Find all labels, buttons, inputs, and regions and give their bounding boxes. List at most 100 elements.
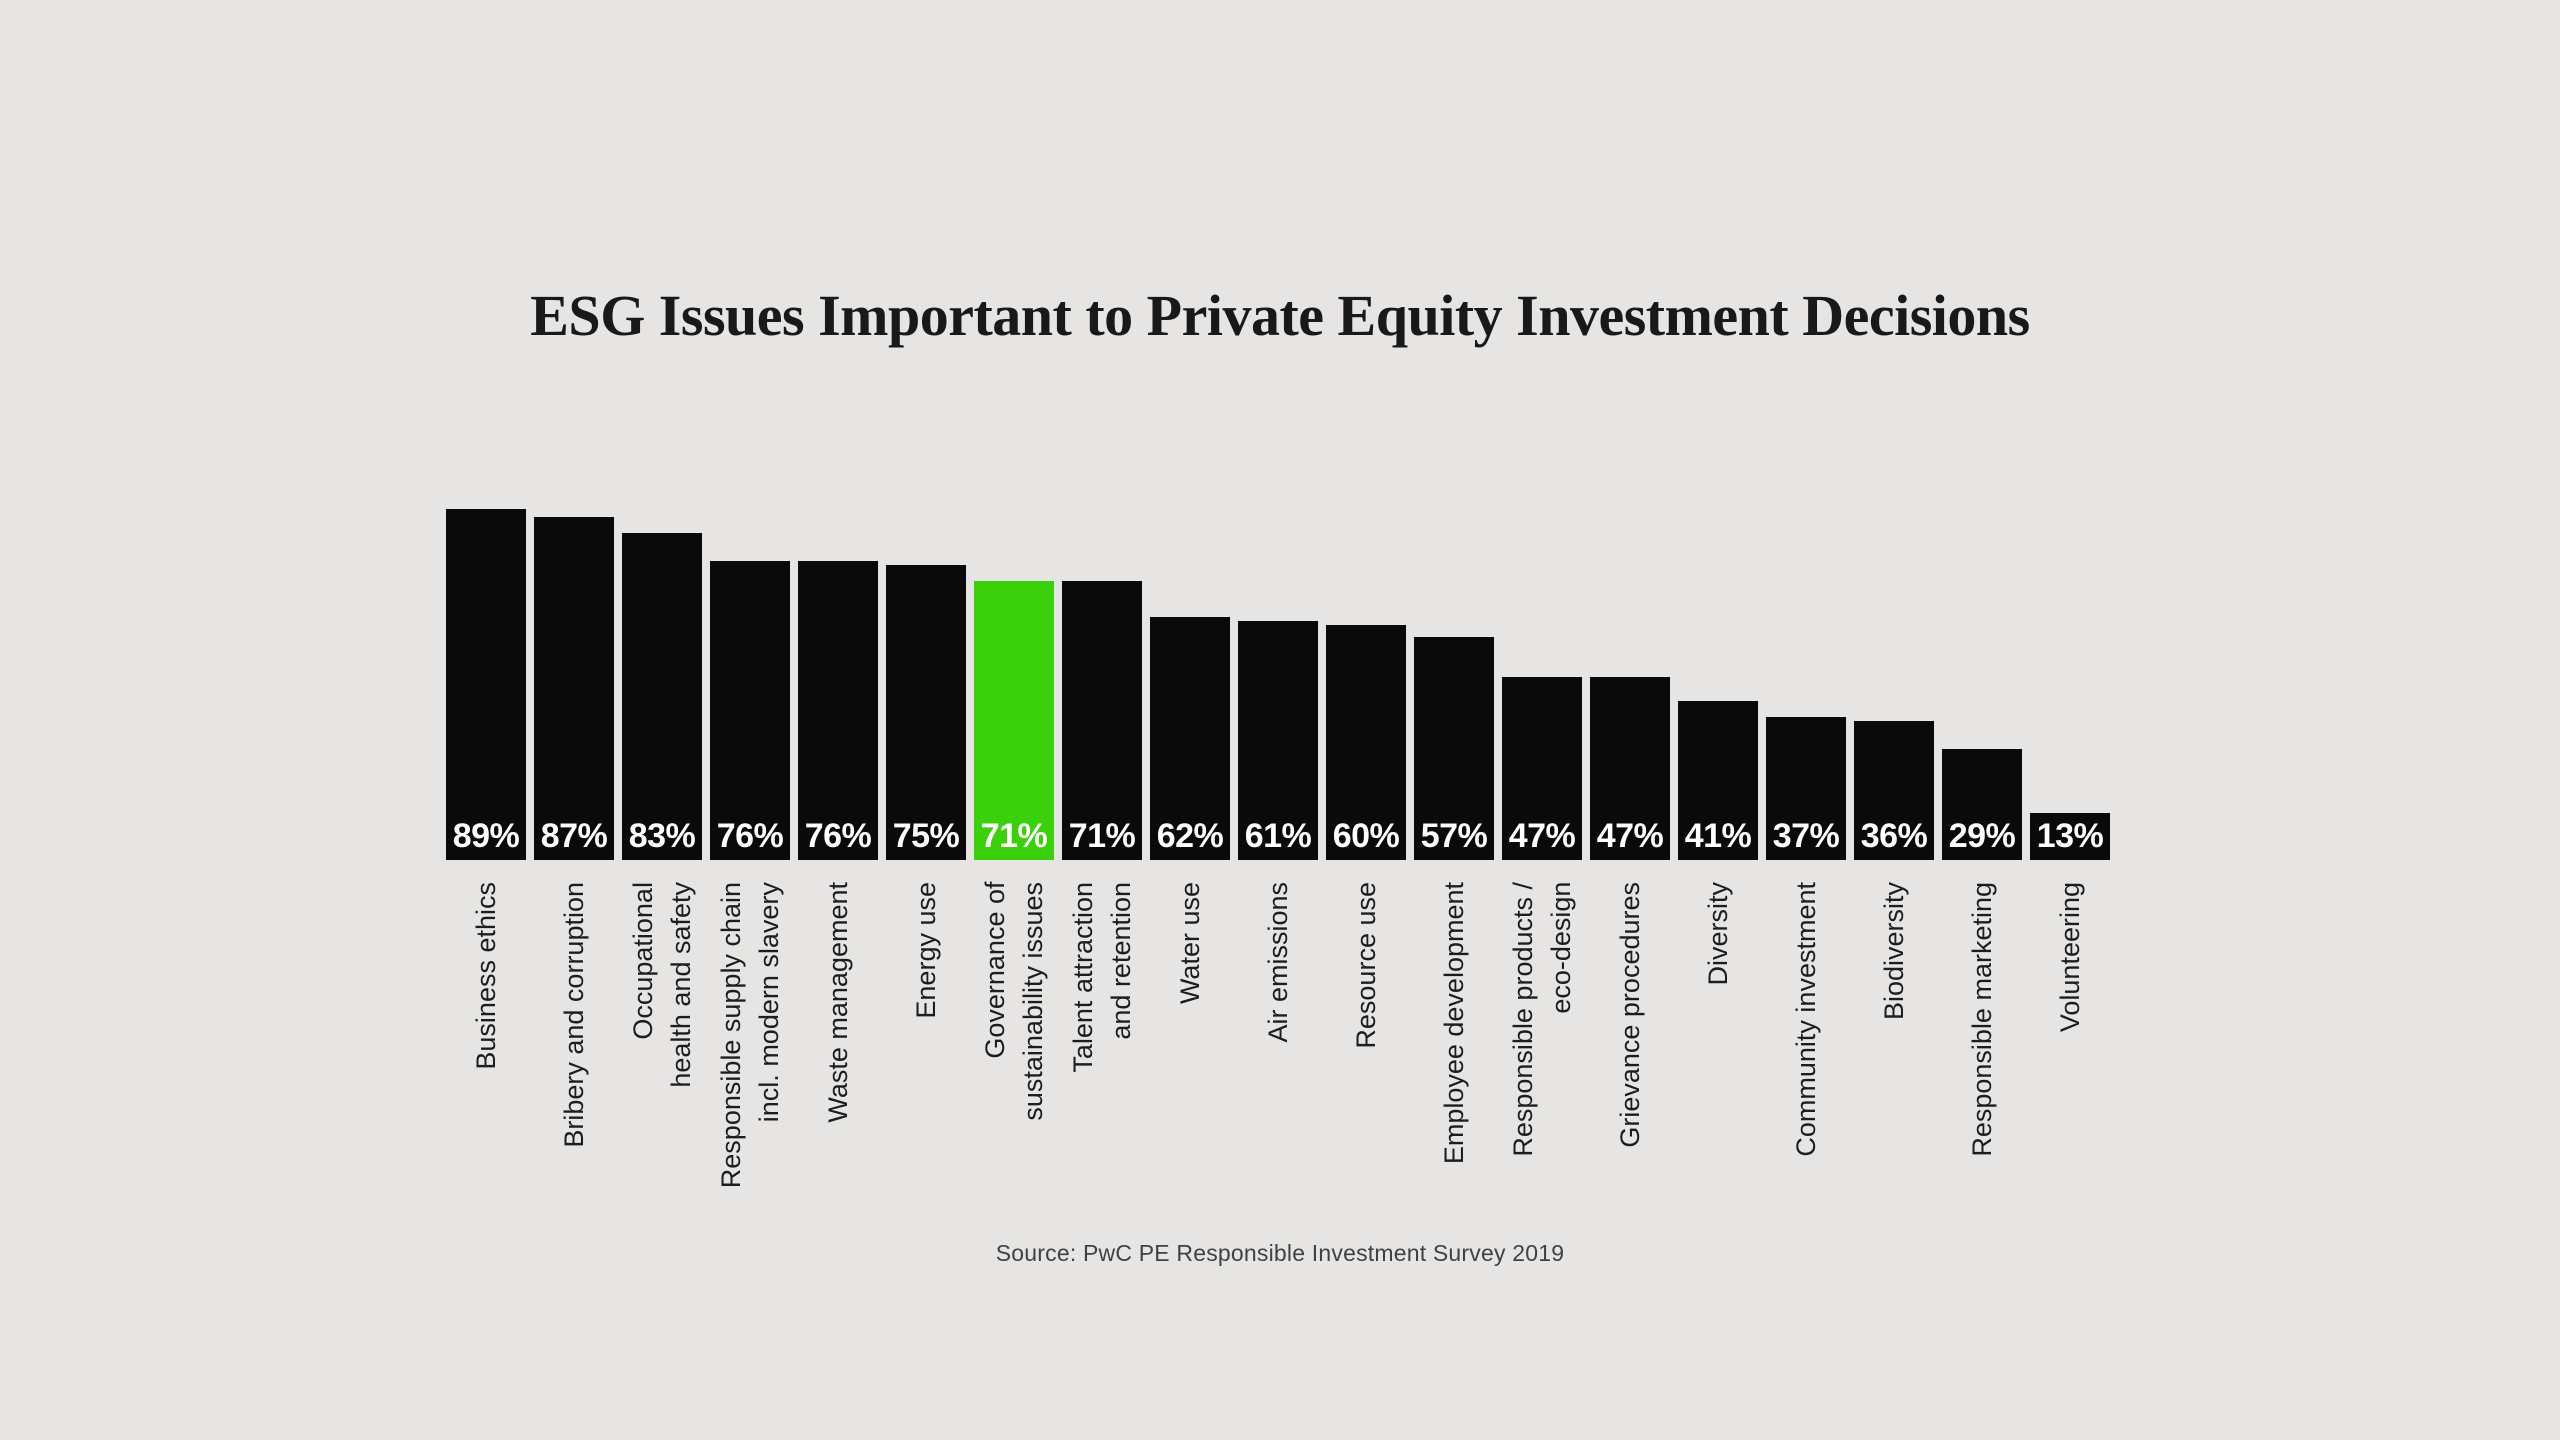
bar-value-label: 60% xyxy=(1332,817,1400,855)
bar-value-label: 76% xyxy=(804,817,872,855)
category-label-slot: Responsible products / eco-design xyxy=(1498,882,1586,1254)
bar: 61% xyxy=(1238,621,1318,860)
bar-value-label: 75% xyxy=(892,817,960,855)
category-label: Bribery and corruption xyxy=(559,882,589,1148)
bar-group: 47% Grievance procedures xyxy=(1586,509,1674,1254)
bar-slot: 62% xyxy=(1146,509,1234,860)
bar-value-label: 71% xyxy=(980,817,1048,855)
category-label-slot: Responsible marketing xyxy=(1938,882,2026,1254)
bar-value-label: 61% xyxy=(1244,817,1312,855)
category-label-slot: Diversity xyxy=(1674,882,1762,1254)
category-label: Occupational health and safety xyxy=(628,882,696,1088)
category-label-slot: Water use xyxy=(1146,882,1234,1254)
bar: 76% xyxy=(710,561,790,860)
bar: 87% xyxy=(534,517,614,860)
bar-group: 57% Employee development xyxy=(1410,509,1498,1254)
bar-group: 47% Responsible products / eco-design xyxy=(1498,509,1586,1254)
bar-chart: 89% Business ethics 87% Bribery and corrupt… xyxy=(442,509,2114,1254)
category-label: Energy use xyxy=(911,882,941,1019)
bar-value-label: 76% xyxy=(716,817,784,855)
bar: 47% xyxy=(1502,677,1582,860)
bar-group: 62% Water use xyxy=(1146,509,1234,1254)
bar-group: 75% Energy use xyxy=(882,509,970,1254)
bar: 89% xyxy=(446,509,526,860)
bar: 13% xyxy=(2030,813,2110,860)
bar-group: 87% Bribery and corruption xyxy=(530,509,618,1254)
category-label: Responsible marketing xyxy=(1967,882,1997,1157)
category-label-slot: Bribery and corruption xyxy=(530,882,618,1254)
category-label-slot: Responsible supply chain incl. modern sl… xyxy=(706,882,794,1254)
category-label-slot: Grievance procedures xyxy=(1586,882,1674,1254)
bar-slot: 37% xyxy=(1762,509,1850,860)
category-label-slot: Governance of sustainability issues xyxy=(970,882,1058,1254)
bar-group: 61% Air emissions xyxy=(1234,509,1322,1254)
bar: 83% xyxy=(622,533,702,860)
bar: 76% xyxy=(798,561,878,860)
bar-value-label: 41% xyxy=(1684,817,1752,855)
bar-group: 41% Diversity xyxy=(1674,509,1762,1254)
bar-group: 29% Responsible marketing xyxy=(1938,509,2026,1254)
bar-value-label: 36% xyxy=(1860,817,1928,855)
bar-value-label: 13% xyxy=(2036,817,2104,855)
bar: 41% xyxy=(1678,701,1758,860)
bar: 62% xyxy=(1150,617,1230,860)
bar-slot: 41% xyxy=(1674,509,1762,860)
category-label-slot: Energy use xyxy=(882,882,970,1254)
category-label-slot: Waste management xyxy=(794,882,882,1254)
bar-value-label: 89% xyxy=(452,817,520,855)
bar-slot: 47% xyxy=(1586,509,1674,860)
bar: 47% xyxy=(1590,677,1670,860)
bar-slot: 61% xyxy=(1234,509,1322,860)
bar-value-label: 47% xyxy=(1508,817,1576,855)
category-label: Grievance procedures xyxy=(1615,882,1645,1148)
bar: 75% xyxy=(886,565,966,860)
bar-highlighted: 71% xyxy=(974,581,1054,860)
category-label-slot: Air emissions xyxy=(1234,882,1322,1254)
bar-group: 37% Community investment xyxy=(1762,509,1850,1254)
bar-group: 89% Business ethics xyxy=(442,509,530,1254)
bar-slot: 83% xyxy=(618,509,706,860)
bar-slot: 29% xyxy=(1938,509,2026,860)
bar-group: 76% Responsible supply chain incl. modern… xyxy=(706,509,794,1254)
bar-value-label: 37% xyxy=(1772,817,1840,855)
bar-value-label: 62% xyxy=(1156,817,1224,855)
category-label: Governance of sustainability issues xyxy=(980,882,1048,1121)
category-label-slot: Business ethics xyxy=(442,882,530,1254)
category-label: Resource use xyxy=(1351,882,1381,1049)
bar-slot: 71% xyxy=(1058,509,1146,860)
bar-group: 71% Talent attraction and retention xyxy=(1058,509,1146,1254)
bar-group: 83% Occupational health and safety xyxy=(618,509,706,1254)
bar-slot: 76% xyxy=(706,509,794,860)
bar-slot: 47% xyxy=(1498,509,1586,860)
category-label-slot: Employee development xyxy=(1410,882,1498,1254)
bar-group: 36% Biodiversity xyxy=(1850,509,1938,1254)
bar-group: 76% Waste management xyxy=(794,509,882,1254)
bar-group: 71% Governance of sustainability issues xyxy=(970,509,1058,1254)
bar-slot: 75% xyxy=(882,509,970,860)
bar: 71% xyxy=(1062,581,1142,860)
bar-value-label: 47% xyxy=(1596,817,1664,855)
category-label: Talent attraction and retention xyxy=(1068,882,1136,1073)
bar: 29% xyxy=(1942,749,2022,860)
category-label: Water use xyxy=(1175,882,1205,1005)
bar-value-label: 83% xyxy=(628,817,696,855)
category-label: Community investment xyxy=(1791,882,1821,1157)
category-label-slot: Resource use xyxy=(1322,882,1410,1254)
category-label-slot: Talent attraction and retention xyxy=(1058,882,1146,1254)
category-label-slot: Volunteering xyxy=(2026,882,2114,1254)
category-label-slot: Community investment xyxy=(1762,882,1850,1254)
category-label-slot: Occupational health and safety xyxy=(618,882,706,1254)
category-label: Air emissions xyxy=(1263,882,1293,1043)
bar-slot: 60% xyxy=(1322,509,1410,860)
category-label: Volunteering xyxy=(2055,882,2085,1033)
category-label-slot: Biodiversity xyxy=(1850,882,1938,1254)
category-label: Biodiversity xyxy=(1879,882,1909,1021)
bar-slot: 76% xyxy=(794,509,882,860)
bar-slot: 36% xyxy=(1850,509,1938,860)
bar-value-label: 29% xyxy=(1948,817,2016,855)
bar-value-label: 57% xyxy=(1420,817,1488,855)
bar-slot: 71% xyxy=(970,509,1058,860)
bar-slot: 89% xyxy=(442,509,530,860)
bar: 60% xyxy=(1326,625,1406,860)
